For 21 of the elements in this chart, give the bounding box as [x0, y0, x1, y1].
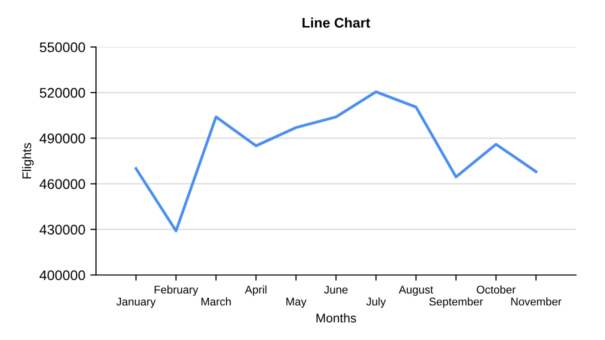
x-tick-label: August [398, 286, 434, 296]
y-tick-label: 520000 [40, 88, 86, 98]
x-tick-label: June [324, 286, 348, 294]
x-tick-label: October [476, 285, 516, 294]
x-tick-label: November [511, 297, 562, 306]
x-tick-label: March [201, 297, 231, 306]
y-axis-title: Flights [22, 143, 34, 178]
x-axis-title: Months [316, 313, 356, 322]
x-tick-label: April [244, 285, 266, 296]
line-series [134, 90, 538, 232]
y-tick-label: 460000 [40, 179, 86, 189]
y-tick-label: 550000 [40, 42, 86, 52]
x-tick-label: September [429, 297, 483, 308]
x-tick-label: February [154, 285, 198, 296]
x-tick-label: May [286, 298, 306, 308]
x-tick-label: July [366, 297, 386, 308]
y-tick-label: 400000 [40, 270, 86, 280]
y-tick-label: 490000 [40, 134, 86, 144]
x-tick-label: January [116, 298, 156, 308]
chart-title: Line Chart [302, 17, 370, 28]
y-tick-label: 430000 [40, 224, 86, 235]
